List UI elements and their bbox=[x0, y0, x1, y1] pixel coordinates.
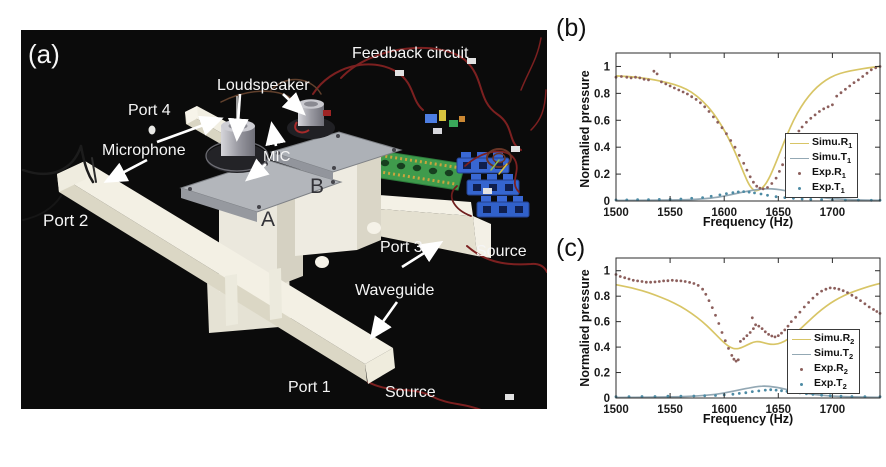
mic-speck bbox=[148, 125, 156, 135]
svg-text:0.2: 0.2 bbox=[594, 169, 610, 181]
svg-text:1650: 1650 bbox=[765, 207, 791, 219]
waveguide-main-beam bbox=[57, 161, 395, 384]
legend-label: Exp.R2 bbox=[814, 362, 848, 377]
legend-row: Simu.R1 bbox=[789, 136, 852, 151]
microphone-probe bbox=[21, 144, 97, 221]
legend-label: Simu.T1 bbox=[812, 151, 852, 166]
svg-text:1550: 1550 bbox=[657, 207, 683, 219]
circuit-components bbox=[425, 110, 465, 134]
device-clamp bbox=[225, 268, 282, 326]
legend-label: Exp.T1 bbox=[812, 181, 845, 196]
legend-dot-swatch bbox=[791, 383, 812, 386]
svg-text:1500: 1500 bbox=[603, 404, 629, 416]
chart-panel-c: (c) Normalied pressure 1500 1550 1600 1650 1… bbox=[552, 232, 886, 462]
legend-row: Exp.T1 bbox=[789, 181, 852, 196]
svg-text:1600: 1600 bbox=[711, 207, 737, 219]
svg-text:0.8: 0.8 bbox=[594, 291, 611, 303]
svg-text:0: 0 bbox=[604, 393, 610, 405]
legend-row: Simu.T1 bbox=[789, 151, 852, 166]
label-waveguide: Waveguide bbox=[355, 282, 435, 299]
panel-label-c: (c) bbox=[556, 234, 586, 262]
legend-c: Simu.R2 Simu.T2 Exp.R2 Exp.T2 bbox=[787, 329, 861, 394]
label-loudspeaker: Loudspeaker bbox=[217, 77, 310, 94]
label-feedback-circuit: Feedback circuit bbox=[352, 45, 469, 62]
legend-label: Simu.R2 bbox=[814, 332, 855, 347]
wires bbox=[220, 37, 547, 409]
label-port3: Port 3 bbox=[380, 239, 423, 256]
cable-ties bbox=[395, 58, 520, 400]
label-microphone: Microphone bbox=[102, 142, 186, 159]
label-source-bottom: Source bbox=[385, 384, 436, 401]
svg-text:0.6: 0.6 bbox=[594, 115, 610, 127]
legend-label: Exp.T2 bbox=[814, 377, 847, 392]
svg-text:0.4: 0.4 bbox=[594, 142, 611, 154]
svg-text:1600: 1600 bbox=[711, 404, 737, 416]
legend-row: Exp.R1 bbox=[789, 166, 852, 181]
svg-text:0.2: 0.2 bbox=[594, 368, 610, 380]
svg-text:1550: 1550 bbox=[657, 404, 683, 416]
legend-line-swatch bbox=[791, 354, 812, 355]
annotation-arrows bbox=[103, 92, 444, 341]
panel-label-b: (b) bbox=[556, 14, 587, 42]
legend-b: Simu.R1 Simu.T1 Exp.R1 Exp.T1 bbox=[785, 133, 859, 198]
legend-dot-swatch bbox=[789, 187, 810, 190]
label-port2: Port 2 bbox=[43, 211, 88, 230]
legend-dot-swatch bbox=[789, 172, 810, 175]
legend-row: Simu.T2 bbox=[791, 347, 854, 362]
knob-b bbox=[367, 222, 381, 234]
y-axis-label-b: Normalied pressure bbox=[578, 70, 592, 188]
label-port4: Port 4 bbox=[128, 102, 171, 119]
legend-label: Exp.R1 bbox=[812, 166, 846, 181]
knob-a bbox=[315, 256, 329, 268]
svg-text:1700: 1700 bbox=[820, 207, 846, 219]
legend-line-swatch bbox=[789, 143, 810, 144]
setup-photo: A B (a) Feedback circuit Loudspeaker Por… bbox=[21, 30, 547, 409]
label-mic: MIC bbox=[263, 148, 291, 165]
label-cavity-a: A bbox=[261, 208, 275, 231]
svg-text:0.4: 0.4 bbox=[594, 342, 611, 354]
svg-text:0: 0 bbox=[604, 196, 610, 208]
svg-text:1650: 1650 bbox=[765, 404, 791, 416]
label-port1: Port 1 bbox=[288, 379, 331, 396]
label-cavity-b: B bbox=[310, 175, 324, 198]
legend-row: Exp.R2 bbox=[791, 362, 854, 377]
legend-line-swatch bbox=[789, 158, 810, 159]
legend-label: Simu.T2 bbox=[814, 347, 854, 362]
svg-text:0.8: 0.8 bbox=[594, 88, 611, 100]
legend-dot-swatch bbox=[791, 368, 812, 371]
svg-text:1: 1 bbox=[604, 266, 611, 278]
legend-row: Exp.T2 bbox=[791, 377, 854, 392]
panel-label-a: (a) bbox=[28, 39, 60, 69]
svg-text:0.6: 0.6 bbox=[594, 317, 610, 329]
chart-panel-b: (b) Normalied pressure 1500 1550 1600 1650 1… bbox=[552, 8, 886, 236]
legend-row: Simu.R2 bbox=[791, 332, 854, 347]
legend-label: Simu.R1 bbox=[812, 136, 853, 151]
svg-text:1: 1 bbox=[604, 61, 611, 73]
x-axis-label-c: Frequency (Hz) bbox=[702, 412, 794, 426]
legend-line-swatch bbox=[791, 339, 812, 340]
label-source-right: Source bbox=[476, 243, 527, 260]
x-axis-label-b: Frequency (Hz) bbox=[702, 215, 794, 229]
y-axis-label-c: Normalied pressure bbox=[578, 269, 592, 387]
svg-text:1500: 1500 bbox=[603, 207, 629, 219]
svg-text:1700: 1700 bbox=[820, 404, 846, 416]
plot-area-b: 1500 1550 1600 1650 1700 0 0.2 0.4 0.6 0.8 1 bbox=[594, 52, 882, 219]
